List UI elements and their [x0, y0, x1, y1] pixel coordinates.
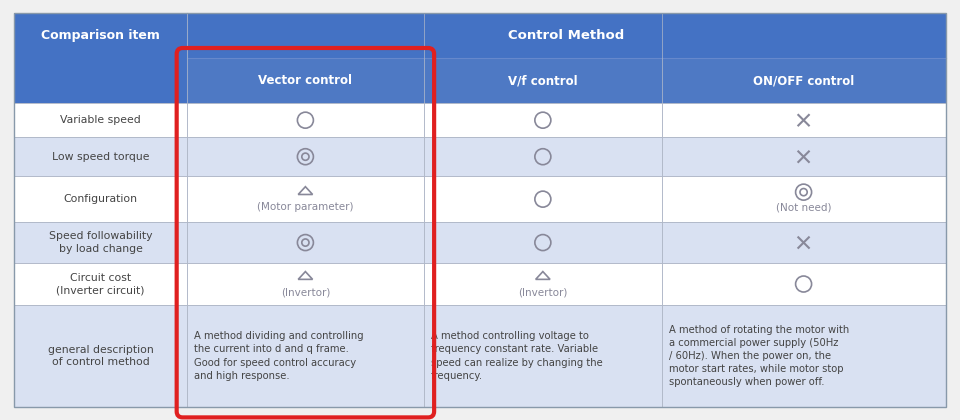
Text: Configuration: Configuration — [63, 194, 137, 204]
Bar — [186, 103, 424, 137]
Text: Speed followability
by load change: Speed followability by load change — [49, 231, 153, 254]
Bar — [186, 222, 424, 263]
Text: Variable speed: Variable speed — [60, 115, 141, 125]
Bar — [14, 58, 186, 103]
Bar — [186, 176, 424, 222]
Bar — [186, 58, 424, 103]
Bar — [186, 263, 424, 305]
Bar — [186, 137, 424, 176]
Bar — [661, 176, 946, 222]
Bar — [424, 137, 661, 176]
Text: A method controlling voltage to
frequency constant rate. Variable
speed can real: A method controlling voltage to frequenc… — [431, 331, 603, 381]
Bar — [424, 305, 661, 407]
Text: Control Method: Control Method — [508, 29, 624, 42]
Bar — [661, 222, 946, 263]
Bar — [661, 103, 946, 137]
Text: A method of rotating the motor with
a commercial power supply (50Hz
/ 60Hz). Whe: A method of rotating the motor with a co… — [668, 325, 849, 388]
Bar — [661, 58, 946, 103]
Bar — [14, 13, 186, 58]
Bar — [14, 176, 186, 222]
Bar — [424, 222, 661, 263]
Bar — [661, 137, 946, 176]
Bar — [14, 222, 186, 263]
Bar — [14, 305, 186, 407]
Text: A method dividing and controlling
the current into d and q frame.
Good for speed: A method dividing and controlling the cu… — [194, 331, 363, 381]
Text: Circuit cost
(Inverter circuit): Circuit cost (Inverter circuit) — [57, 273, 145, 295]
Bar — [14, 103, 186, 137]
Bar — [661, 263, 946, 305]
Text: (Not need): (Not need) — [776, 202, 831, 212]
Bar — [14, 137, 186, 176]
Bar — [661, 305, 946, 407]
Bar — [186, 305, 424, 407]
Text: Low speed torque: Low speed torque — [52, 152, 150, 162]
Bar — [186, 13, 946, 58]
Bar — [424, 176, 661, 222]
Text: Comparison item: Comparison item — [41, 29, 160, 42]
Text: general description
of control method: general description of control method — [48, 345, 154, 367]
Bar — [424, 103, 661, 137]
Text: V/f control: V/f control — [508, 74, 578, 87]
Text: (Motor parameter): (Motor parameter) — [257, 202, 353, 212]
Text: (Invertor): (Invertor) — [518, 287, 567, 297]
Text: (Invertor): (Invertor) — [280, 287, 330, 297]
Bar — [424, 263, 661, 305]
Bar — [424, 58, 661, 103]
Bar — [14, 263, 186, 305]
Text: Vector control: Vector control — [258, 74, 352, 87]
Text: ON/OFF control: ON/OFF control — [753, 74, 854, 87]
